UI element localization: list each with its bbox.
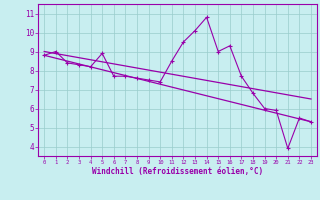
X-axis label: Windchill (Refroidissement éolien,°C): Windchill (Refroidissement éolien,°C) [92, 167, 263, 176]
